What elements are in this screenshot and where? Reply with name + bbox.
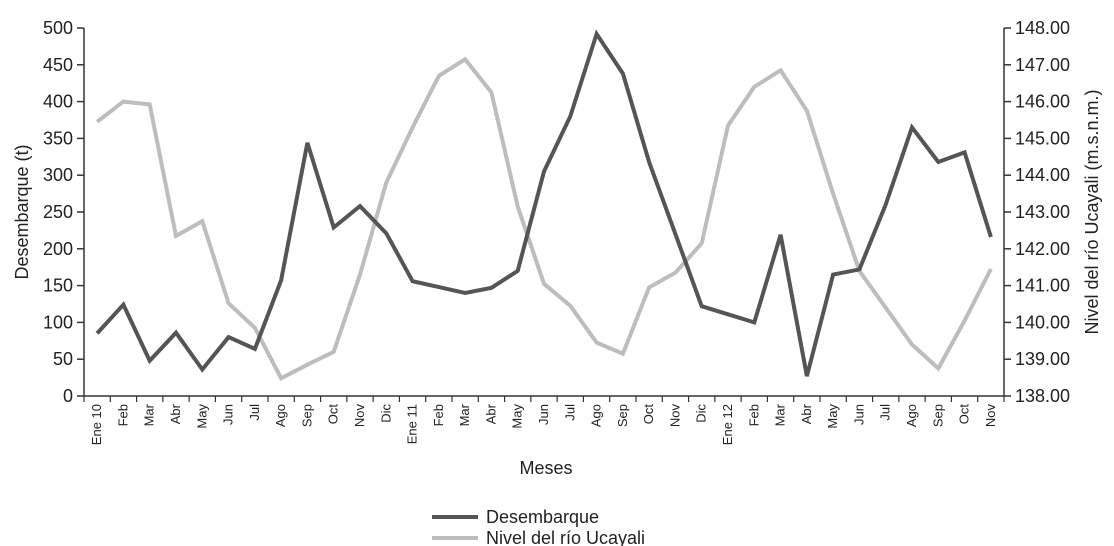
series-layer [95,29,993,381]
y-ticks-left: 0 50 100 150 200 250 300 350 400 450 500 [43,18,84,406]
y-tick-label-right: 147.00 [1015,55,1070,75]
series-line-nivel-rio [95,56,993,381]
legend: Desembarque Nivel del río Ucayali [432,507,645,546]
x-tick-label: Nov [667,404,682,428]
x-tick-label: Nov [983,404,998,428]
y-tick-label-left: 50 [53,349,73,369]
y-tick-label-left: 250 [43,202,73,222]
y-axis-title-left: Desembarque (t) [12,144,32,279]
x-tick-label: Jun [536,404,551,425]
legend-label-desembarque: Desembarque [486,507,599,527]
x-tick-label: Nov [352,404,367,428]
x-tick-label: Sep [299,404,314,427]
x-tick-label: Feb [746,404,761,426]
x-tick-label: Dic [378,404,393,423]
y-tick-label-right: 144.00 [1015,165,1070,185]
x-tick-label: Jun [221,404,236,425]
y-ticks-right: 138.00 139.00 140.00 141.00 142.00 143.00 144.… [1004,18,1070,406]
x-tick-label: Jun [851,404,866,425]
x-tick-label: Feb [431,404,446,426]
x-tick-label: Ene 11 [405,404,420,444]
x-axis-title: Meses [519,458,572,478]
y-tick-label-left: 0 [63,386,73,406]
x-tick-label: Ene 10 [89,404,104,445]
x-tick-label: Oct [326,404,341,425]
x-tick-label: Jul [247,404,262,421]
legend-label-nivel-rio: Nivel del río Ucayali [486,528,645,546]
y-tick-label-right: 146.00 [1015,92,1070,112]
x-tick-label: Jul [878,404,893,421]
y-tick-label-right: 148.00 [1015,18,1070,38]
x-tick-label: Sep [615,404,630,427]
y-tick-label-right: 139.00 [1015,349,1070,369]
x-tick-label: Oct [641,404,656,425]
x-tick-label: Feb [115,404,130,426]
y-tick-label-left: 500 [43,18,73,38]
y-axis-title-right: Nivel del río Ucayali (m.s.n.m.) [1082,89,1102,334]
x-tick-label: Abr [483,403,498,424]
y-tick-label-left: 200 [43,239,73,259]
y-tick-label-left: 400 [43,92,73,112]
y-tick-label-right: 140.00 [1015,312,1070,332]
y-tick-label-right: 145.00 [1015,128,1070,148]
x-tick-label: Mar [142,403,157,426]
x-tick-label: Oct [957,404,972,425]
y-tick-label-left: 450 [43,55,73,75]
x-tick-label: May [825,404,840,429]
y-tick-label-left: 300 [43,165,73,185]
x-tick-label: Sep [930,404,945,427]
x-tick-label: Abr [799,403,814,424]
x-tick-label: Ago [273,404,288,427]
x-tick-label: Mar [773,403,788,426]
axes [83,28,1005,397]
x-tick-label: Dic [694,404,709,423]
x-tick-label: May [194,404,209,429]
x-ticks: Ene 10 Feb Mar Abr May Jun Jul Ago Sep Oct Nov Dic E… [83,396,1005,445]
series-line-desembarque [95,29,993,377]
x-tick-label: Ago [589,404,604,427]
y-tick-label-right: 143.00 [1015,202,1070,222]
y-tick-label-right: 142.00 [1015,239,1070,259]
x-tick-label: Ago [904,404,919,427]
x-tick-label: Mar [457,403,472,426]
y-tick-label-right: 138.00 [1015,386,1070,406]
y-tick-label-left: 150 [43,276,73,296]
x-tick-label: May [510,404,525,429]
x-tick-label: Ene 12 [720,404,735,445]
x-tick-label: Abr [168,403,183,424]
x-tick-label: Jul [562,404,577,421]
y-tick-label-left: 350 [43,128,73,148]
y-tick-label-left: 100 [43,312,73,332]
y-tick-label-right: 141.00 [1015,276,1070,296]
